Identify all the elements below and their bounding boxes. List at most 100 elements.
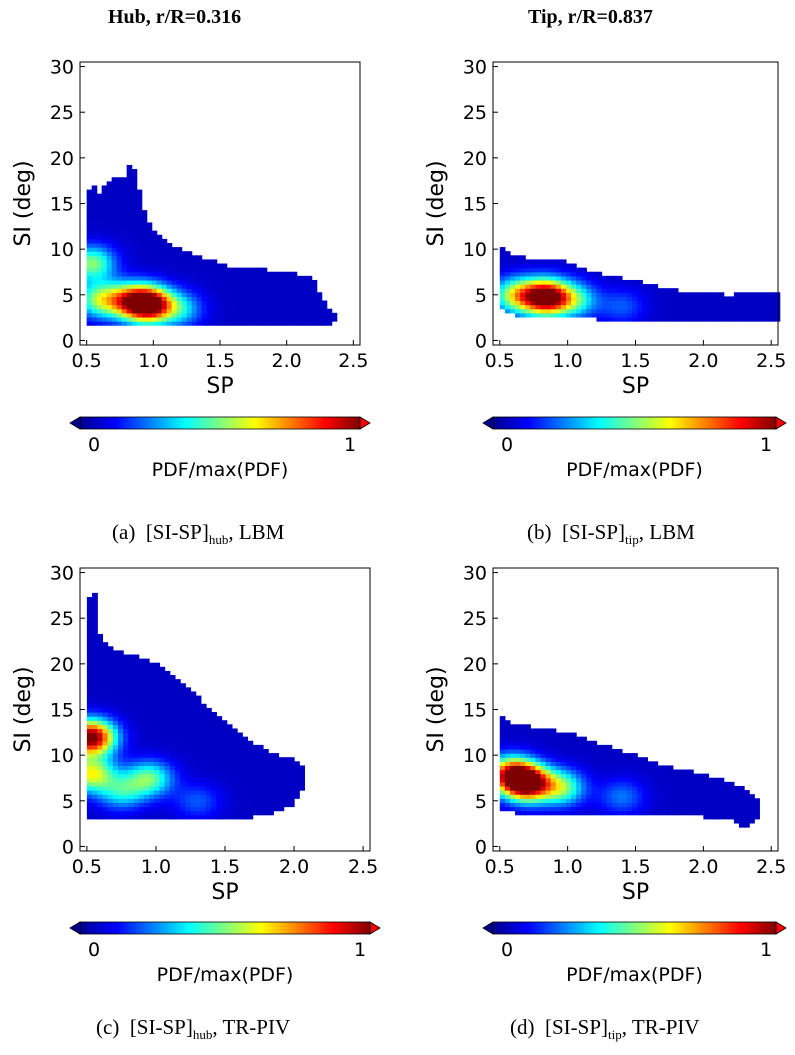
heat-cell xyxy=(151,304,158,310)
heat-cell xyxy=(181,304,188,310)
heat-cell xyxy=(294,777,300,783)
heat-cell xyxy=(286,304,293,310)
heat-cell xyxy=(256,279,263,285)
heat-cell xyxy=(718,798,725,803)
heat-cell xyxy=(662,300,669,306)
heat-cell xyxy=(504,288,511,293)
heat-cell xyxy=(520,259,526,265)
heat-cell xyxy=(581,275,587,281)
heat-cell xyxy=(111,189,118,195)
heat-cell xyxy=(504,251,511,256)
heat-cell xyxy=(291,304,298,310)
heat-cell xyxy=(688,316,694,322)
heat-cell xyxy=(316,300,323,306)
heat-cell xyxy=(116,296,123,302)
heat-cell xyxy=(749,814,755,820)
heat-cell xyxy=(316,312,323,318)
heat-cell xyxy=(195,703,202,709)
heat-cell xyxy=(555,732,562,738)
heat-cell xyxy=(672,802,679,808)
heat-cell xyxy=(121,206,128,211)
heat-cell xyxy=(520,773,526,779)
heat-cell xyxy=(662,798,669,803)
heat-cell xyxy=(159,699,166,705)
heat-cell xyxy=(200,712,207,717)
heat-cell xyxy=(131,214,138,219)
heat-cell xyxy=(117,650,124,656)
heat-cell xyxy=(200,814,207,820)
heat-cell xyxy=(96,201,103,207)
heat-cell xyxy=(306,284,313,289)
heat-cell xyxy=(606,288,613,293)
heat-cell xyxy=(106,267,113,273)
heat-cell xyxy=(316,308,323,314)
heat-cell xyxy=(652,790,659,795)
heat-cell xyxy=(111,242,118,248)
heat-cell xyxy=(146,300,153,306)
heat-cell xyxy=(759,316,766,322)
heat-cell xyxy=(123,810,129,816)
heat-cell xyxy=(169,810,176,816)
heat-cell xyxy=(268,785,274,791)
heat-cell xyxy=(97,638,104,643)
heat-cell xyxy=(146,321,153,326)
heat-cell xyxy=(283,798,290,803)
heat-cell xyxy=(242,765,249,771)
heat-cell xyxy=(123,716,129,721)
heat-cell xyxy=(116,247,123,252)
heat-cell xyxy=(180,748,186,754)
heat-cell xyxy=(283,765,290,771)
heat-cell xyxy=(86,259,93,265)
heat-cell xyxy=(565,312,572,318)
heat-cell xyxy=(181,263,188,269)
heat-cell xyxy=(112,732,119,738)
heat-cell xyxy=(299,769,306,775)
heat-cell xyxy=(565,308,572,314)
heat-cell xyxy=(92,802,98,808)
heat-cell xyxy=(733,806,740,812)
heat-cell xyxy=(185,757,192,762)
heat-cell xyxy=(601,279,608,285)
heat-cell xyxy=(581,271,587,277)
heat-cell xyxy=(499,275,506,281)
heat-cell xyxy=(520,300,526,306)
heat-cell xyxy=(667,798,674,803)
heat-cell xyxy=(151,288,158,293)
heat-cell xyxy=(154,712,161,717)
heat-cell xyxy=(652,761,659,767)
heat-cell xyxy=(520,740,526,746)
heat-cell xyxy=(161,238,168,244)
heat-cell xyxy=(136,263,143,269)
heat-cell xyxy=(723,781,730,787)
heat-cell xyxy=(283,773,290,779)
y-axis-label: SI (deg) xyxy=(424,666,449,752)
y-tick-label: 25 xyxy=(50,608,74,630)
heat-cell xyxy=(190,736,197,742)
heat-cell xyxy=(117,810,124,816)
heat-cell xyxy=(92,642,98,647)
heat-cell xyxy=(126,234,133,240)
heat-cell xyxy=(291,316,298,322)
heat-cell xyxy=(102,642,109,647)
heat-cell xyxy=(749,292,755,297)
heat-cell xyxy=(247,794,254,799)
heat-cell xyxy=(606,279,613,285)
heat-cell xyxy=(560,259,567,265)
heat-cell xyxy=(174,744,181,750)
heat-cell xyxy=(111,222,118,228)
heat-cell xyxy=(131,210,138,215)
heat-cell xyxy=(311,284,318,289)
heat-cell xyxy=(216,263,223,269)
heat-cell xyxy=(273,761,280,767)
heat-cell xyxy=(169,785,176,791)
heat-cell xyxy=(126,304,133,310)
heat-cell xyxy=(216,757,223,762)
heat-cell xyxy=(744,810,750,816)
y-tick-label: 15 xyxy=(463,194,487,216)
heat-cell xyxy=(504,765,511,771)
heat-cell xyxy=(499,304,506,310)
heat-cell xyxy=(672,769,679,775)
heat-cell xyxy=(667,316,674,322)
heat-cell xyxy=(504,773,511,779)
heat-cell xyxy=(86,724,93,730)
